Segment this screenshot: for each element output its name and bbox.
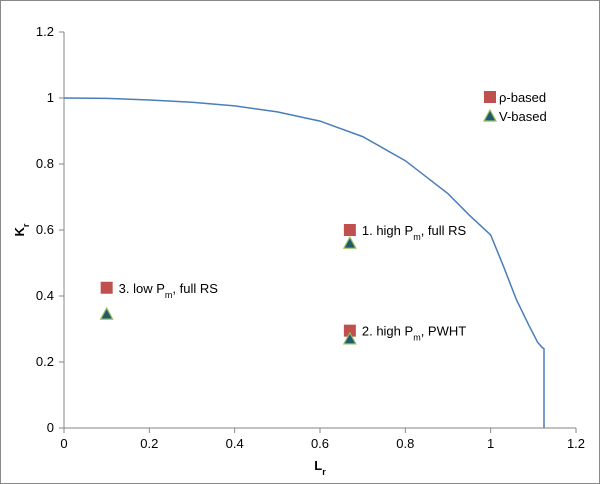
legend-label: ρ-based <box>499 90 546 105</box>
y-tick-label: 0.8 <box>36 156 54 171</box>
legend-marker <box>482 108 498 122</box>
y-tick-label: 1 <box>47 90 54 105</box>
x-tick-label: 0.2 <box>140 436 158 451</box>
square-marker <box>100 281 113 294</box>
annotation-text: , PWHT <box>421 324 467 339</box>
y-axis-label-main: K <box>12 226 27 236</box>
fad-curve <box>63 97 545 428</box>
x-tick-label: 0 <box>60 436 67 451</box>
triangle-marker <box>99 306 114 320</box>
annotation-sub: m <box>165 290 173 300</box>
annotation: 1. high Pm, full RS <box>362 223 467 242</box>
x-tick-label: 1 <box>487 436 494 451</box>
annotation-text: , full RS <box>421 223 467 238</box>
annotation-sub: m <box>413 232 421 242</box>
x-tick-label: 0.6 <box>311 436 329 451</box>
legend-marker <box>484 91 496 103</box>
square-marker <box>343 324 356 337</box>
triangle-marker <box>342 331 357 345</box>
x-axis-label: Lr <box>314 458 326 477</box>
y-tick-label: 0.2 <box>36 354 54 369</box>
annotation-text: 3. low P <box>119 281 165 296</box>
y-tick-label: 0.4 <box>36 288 54 303</box>
annotation: 3. low Pm, full RS <box>119 281 219 300</box>
y-axis-label: Kr <box>12 223 31 236</box>
annotation-text: 2. high P <box>362 324 413 339</box>
x-axis-label-sub: r <box>322 467 326 477</box>
annotation-sub: m <box>413 333 421 343</box>
y-tick-label: 1.2 <box>36 24 54 39</box>
x-tick-label: 0.4 <box>226 436 244 451</box>
annotation-text: , full RS <box>172 281 218 296</box>
square-marker <box>343 224 356 236</box>
annotation: 2. high Pm, PWHT <box>362 324 466 343</box>
x-tick-label: 1.2 <box>567 436 585 451</box>
x-axis-label-main: L <box>314 458 322 473</box>
triangle-marker <box>342 235 357 249</box>
y-axis-label-sub: r <box>21 223 31 227</box>
x-tick-label: 0.8 <box>396 436 414 451</box>
legend-label: V-based <box>499 109 547 124</box>
annotation-text: 1. high P <box>362 223 413 238</box>
y-tick-label: 0.6 <box>36 222 54 237</box>
y-tick-label: 0 <box>47 420 54 435</box>
